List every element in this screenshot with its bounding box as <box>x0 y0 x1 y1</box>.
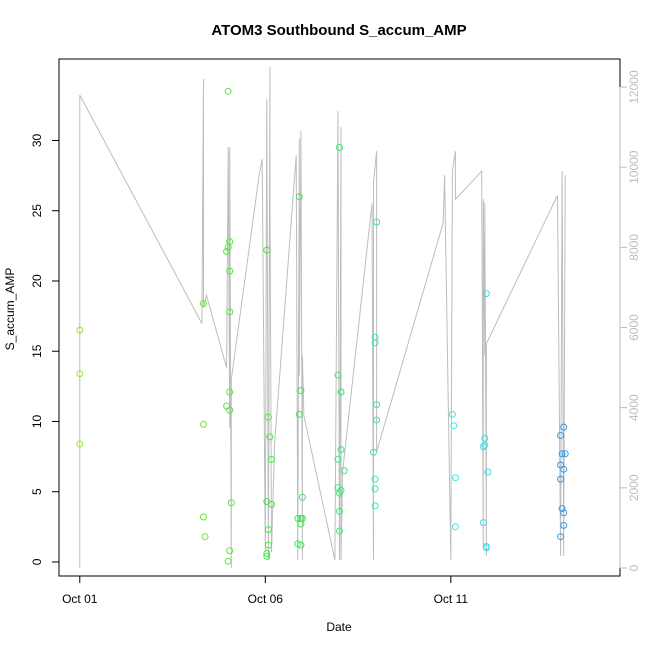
data-point <box>295 193 303 201</box>
data-point <box>76 326 84 334</box>
data-point <box>200 420 207 428</box>
data-point <box>560 521 568 529</box>
data-point <box>450 422 458 430</box>
data-point <box>373 218 381 226</box>
data-point <box>557 432 565 439</box>
data-point <box>373 401 381 409</box>
y-axis-right: 0 2000 4000 6000 8000 10000 12000 <box>619 70 641 571</box>
x-tick-label: Oct 06 <box>248 592 284 606</box>
data-point <box>268 500 275 508</box>
data-point <box>558 450 566 458</box>
data-point <box>337 388 345 396</box>
data-point <box>264 526 272 534</box>
y-tick-label: 10 <box>30 414 44 428</box>
data-point <box>334 371 342 379</box>
data-point <box>482 290 490 298</box>
data-point <box>263 246 271 254</box>
data-point <box>298 493 306 501</box>
y-tick-label: 30 <box>30 133 44 147</box>
y-axis-label: S_accum_AMP <box>3 268 17 351</box>
data-point <box>226 547 234 555</box>
data-point <box>264 541 272 549</box>
data-point <box>560 423 568 431</box>
y2-tick-label: 2000 <box>627 474 641 501</box>
data-point <box>484 468 492 476</box>
data-point <box>481 434 489 442</box>
data-point <box>294 514 302 522</box>
data-point <box>557 475 565 483</box>
data-point <box>371 502 379 510</box>
data-point <box>223 248 231 255</box>
data-point <box>479 519 487 527</box>
data-point <box>557 533 565 541</box>
data-point <box>337 446 345 454</box>
data-point <box>334 455 342 463</box>
series-line <box>79 66 566 569</box>
y-axis-left: 0 5 10 15 20 25 30 <box>30 133 60 565</box>
data-point <box>448 410 456 418</box>
data-point <box>340 467 348 475</box>
data-point <box>200 513 207 521</box>
data-point <box>451 523 459 531</box>
data-point <box>373 416 381 424</box>
data-point <box>371 475 379 483</box>
data-point <box>201 533 209 541</box>
data-point <box>451 474 459 482</box>
data-point <box>266 433 274 441</box>
data-point <box>224 87 232 95</box>
y-tick-label: 25 <box>30 204 44 218</box>
y2-tick-label: 6000 <box>627 314 641 341</box>
data-point <box>76 370 84 378</box>
y2-tick-label: 10000 <box>627 150 641 184</box>
data-point <box>76 440 84 448</box>
y-tick-label: 0 <box>30 558 44 565</box>
data-point <box>371 485 379 493</box>
y-tick-label: 15 <box>30 344 44 358</box>
data-point <box>481 441 489 449</box>
data-point <box>336 144 343 151</box>
data-point <box>479 443 487 451</box>
data-point <box>297 387 305 395</box>
y2-tick-label: 0 <box>627 564 641 571</box>
y-tick-label: 5 <box>30 488 44 495</box>
y-tick-label: 20 <box>30 274 44 288</box>
y2-tick-label: 4000 <box>627 394 641 421</box>
data-point <box>224 557 232 565</box>
data-point <box>226 388 234 396</box>
x-tick-label: Oct 01 <box>62 592 98 606</box>
data-point <box>371 339 379 347</box>
data-point <box>263 552 271 560</box>
data-point <box>226 308 234 316</box>
data-point <box>200 300 207 307</box>
data-point <box>226 406 234 414</box>
data-point <box>560 465 568 473</box>
data-point <box>268 455 275 463</box>
scatter-points <box>76 87 569 565</box>
data-point <box>336 489 343 497</box>
data-point <box>264 413 272 421</box>
data-point <box>226 267 234 275</box>
data-point <box>295 410 303 418</box>
x-tick-label: Oct 11 <box>434 592 469 606</box>
data-point <box>226 238 234 246</box>
data-point <box>263 550 271 557</box>
data-point <box>370 448 377 456</box>
y2-tick-label: 8000 <box>627 234 641 261</box>
secondary-series-lines <box>79 66 566 569</box>
data-point <box>297 520 305 528</box>
data-point <box>336 507 343 515</box>
x-axis-label: Date <box>326 620 352 634</box>
chart-title: ATOM3 Southbound S_accum_AMP <box>211 22 466 39</box>
data-point <box>560 509 568 517</box>
data-point <box>227 499 235 507</box>
data-point <box>223 402 231 410</box>
data-point <box>336 527 343 535</box>
x-axis: Oct 01 Oct 06 Oct 11 <box>62 575 469 606</box>
data-point <box>561 450 569 458</box>
data-point <box>297 541 305 549</box>
y2-tick-label: 12000 <box>627 70 641 104</box>
data-point <box>558 505 566 513</box>
data-point <box>482 544 490 552</box>
